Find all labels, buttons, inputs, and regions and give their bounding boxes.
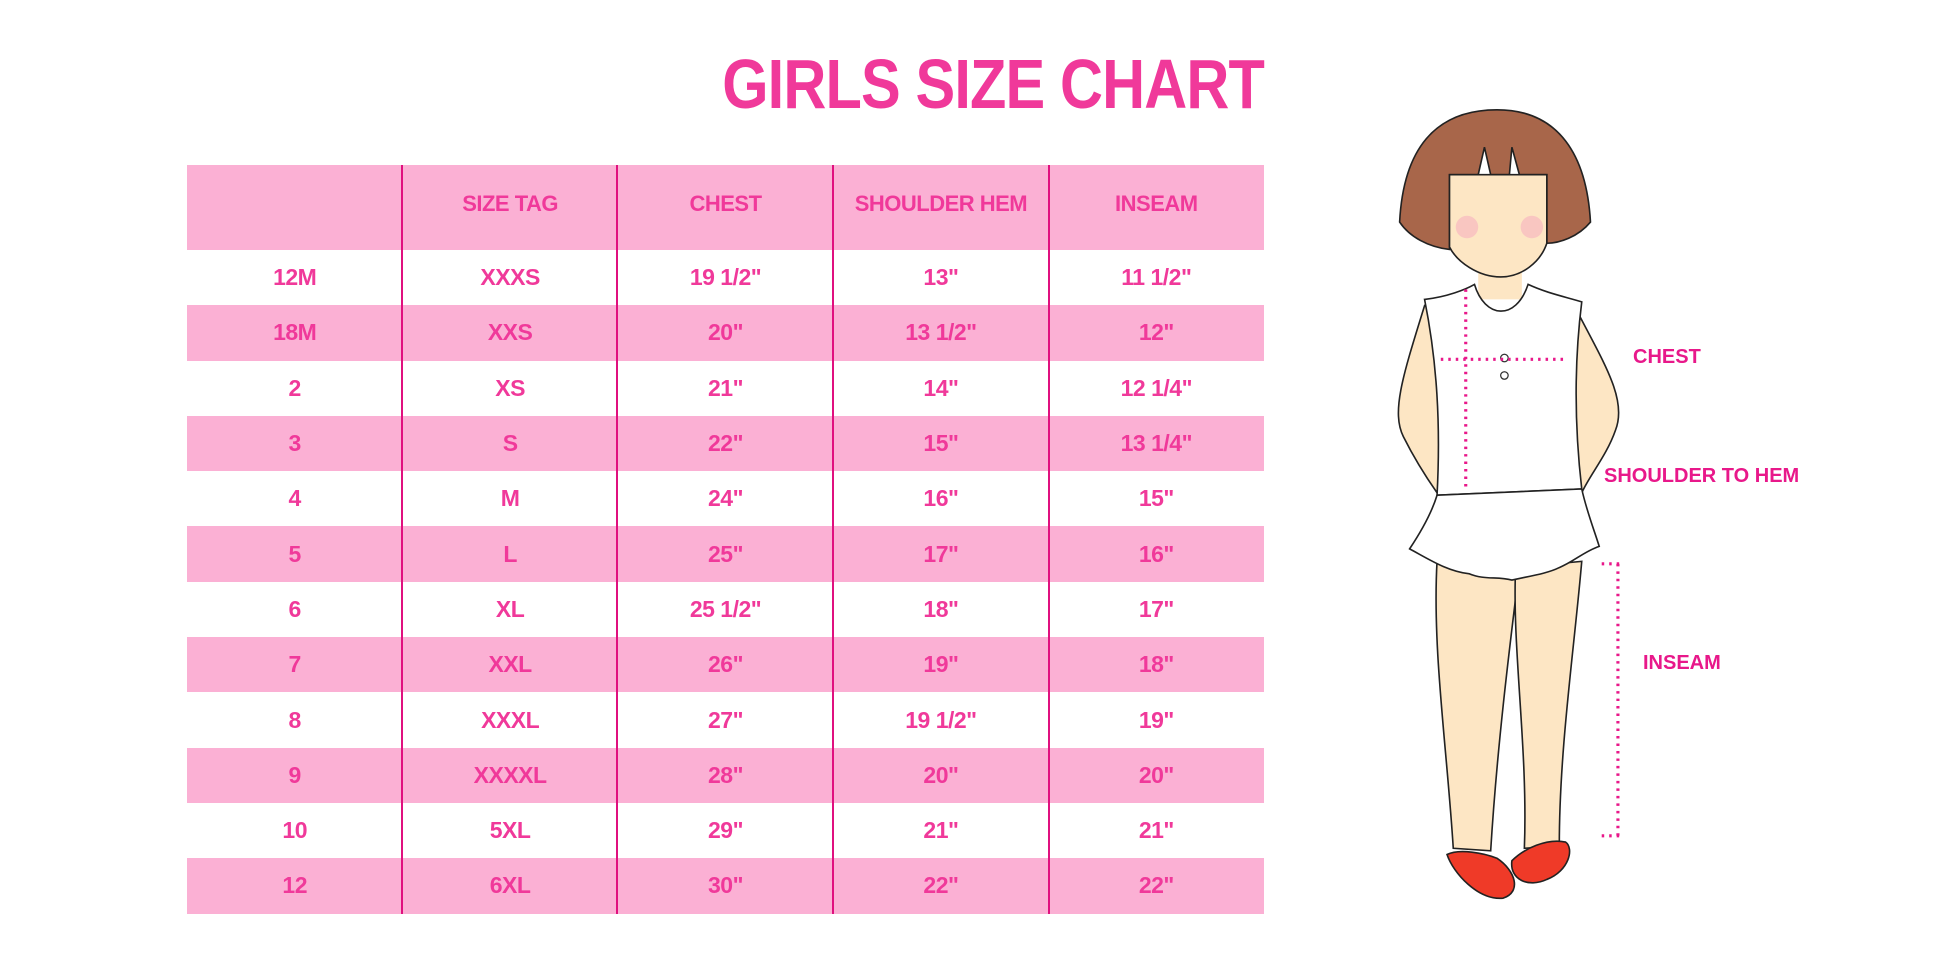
table-row: 18M XXS 20" 13 1/2" 12" <box>187 305 1264 361</box>
table-cell: 6 <box>288 595 302 622</box>
table-cell: XXXL <box>481 706 540 733</box>
table-cell: 5XL <box>489 817 531 844</box>
table-cell: XXL <box>488 651 532 678</box>
table-cell: 21" <box>923 817 959 844</box>
table-row: 10 5XL 29" 21" 21" <box>187 803 1264 858</box>
table-cell: 18" <box>1138 651 1175 678</box>
table-cell: 18" <box>923 595 959 622</box>
table-cell: XXXS <box>480 264 540 291</box>
chest-label: CHEST <box>1633 346 1701 368</box>
left-leg <box>1435 560 1521 852</box>
table-row: 12M XXXS 19 1/2" 13" 11 1/2" <box>187 250 1264 305</box>
table-cell: 30" <box>708 872 744 899</box>
table-cell: 17" <box>1138 595 1175 622</box>
table-cell: 19" <box>1138 706 1175 733</box>
table-cell: 17" <box>923 540 959 567</box>
table-cell: 20" <box>923 761 959 788</box>
table-cell: 15" <box>1138 485 1175 512</box>
right-leg <box>1514 560 1583 850</box>
table-cell: 28" <box>708 761 744 788</box>
right-arm <box>1568 304 1620 494</box>
table-row: 8 XXXL 27" 19 1/2" 19" <box>187 692 1264 747</box>
table-cell: 24" <box>708 485 744 512</box>
table-cell: 7 <box>288 651 302 678</box>
column-header: INSEAM <box>1115 191 1198 216</box>
column-divider <box>616 165 618 914</box>
table-row: 12 6XL 30" 22" 22" <box>187 858 1264 914</box>
table-cell: 21" <box>708 374 744 401</box>
table-cell: XL <box>495 595 525 622</box>
table-cell: XXXXL <box>473 761 547 788</box>
table-cell: 12 <box>282 872 307 899</box>
column-header: CHEST <box>689 191 762 216</box>
table-cell: 14" <box>923 374 959 401</box>
table-cell: 13 1/4" <box>1120 430 1193 457</box>
table-cell: 22" <box>923 872 959 899</box>
table-cell: 22" <box>1138 872 1175 899</box>
column-divider <box>1048 165 1050 914</box>
table-cell: M <box>500 485 520 512</box>
table-cell: 19 1/2" <box>689 264 762 291</box>
table-cell: 6XL <box>489 872 531 899</box>
table-cell: 21" <box>1138 817 1175 844</box>
table-cell: XS <box>495 374 525 401</box>
table-cell: 22" <box>708 430 744 457</box>
table-cell: 12M <box>273 264 317 291</box>
size-table: SIZE TAG CHEST SHOULDER HEM INSEAM 12M XXXS 19… <box>187 165 1264 914</box>
column-header: SHOULDER HEM <box>854 191 1028 216</box>
table-cell: 15" <box>923 430 959 457</box>
table-cell: 12 1/4" <box>1120 374 1193 401</box>
table-cell: 19" <box>923 651 959 678</box>
table-cell: 16" <box>923 485 959 512</box>
left-shoe <box>1446 850 1516 899</box>
column-divider <box>401 165 403 914</box>
table-cell: 13" <box>923 264 959 291</box>
right-shoe <box>1511 840 1571 884</box>
table-row: 5 L 25" 17" 16" <box>187 526 1264 582</box>
column-header: SIZE TAG <box>462 191 559 216</box>
table-cell: 13 1/2" <box>905 319 977 346</box>
table-cell: S <box>502 430 518 457</box>
table-cell: 12" <box>1138 319 1175 346</box>
shoulder-to-hem-label: SHOULDER TO HEM <box>1604 465 1800 487</box>
table-row: 2 XS 21" 14" 12 1/4" <box>187 361 1264 416</box>
table-cell: 9 <box>288 761 302 788</box>
table-cell: 18M <box>273 319 317 346</box>
table-row: 4 M 24" 16" 15" <box>187 471 1264 526</box>
table-cell: 26" <box>708 651 744 678</box>
page-title: GIRLS SIZE CHART <box>722 45 1265 123</box>
table-row: 3 S 22" 15" 13 1/4" <box>187 415 1264 472</box>
table-cell: 4 <box>288 485 302 512</box>
inseam-label: INSEAM <box>1643 652 1721 674</box>
table-cell: 3 <box>288 430 302 457</box>
table-cell: 16" <box>1138 540 1175 567</box>
table-cell: 5 <box>288 540 302 567</box>
bloomers <box>1408 488 1601 581</box>
table-cell: 27" <box>708 706 744 733</box>
table-cell: 25" <box>708 540 744 567</box>
table-row: 6 XL 25 1/2" 18" 17" <box>187 582 1264 637</box>
table-cell: 11 1/2" <box>1121 264 1192 291</box>
table-row: 7 XXL 26" 19" 18" <box>187 637 1264 693</box>
table-cell: XXS <box>487 319 533 346</box>
table-cell: 19 1/2" <box>905 706 977 733</box>
table-cell: 10 <box>282 817 307 844</box>
table-cell: 29" <box>708 817 744 844</box>
table-cell: 20" <box>1138 761 1175 788</box>
tank-top <box>1423 283 1583 497</box>
face <box>1448 173 1548 278</box>
table-cell: 20" <box>708 319 744 346</box>
table-row: 9 XXXXL 28" 20" 20" <box>187 747 1264 803</box>
header-row: SIZE TAG CHEST SHOULDER HEM INSEAM <box>187 165 1264 250</box>
table-cell: 8 <box>288 706 302 733</box>
table-cell: 2 <box>288 374 302 401</box>
column-divider <box>832 165 834 914</box>
table-cell: L <box>503 540 517 567</box>
table-cell: 25 1/2" <box>689 595 762 622</box>
